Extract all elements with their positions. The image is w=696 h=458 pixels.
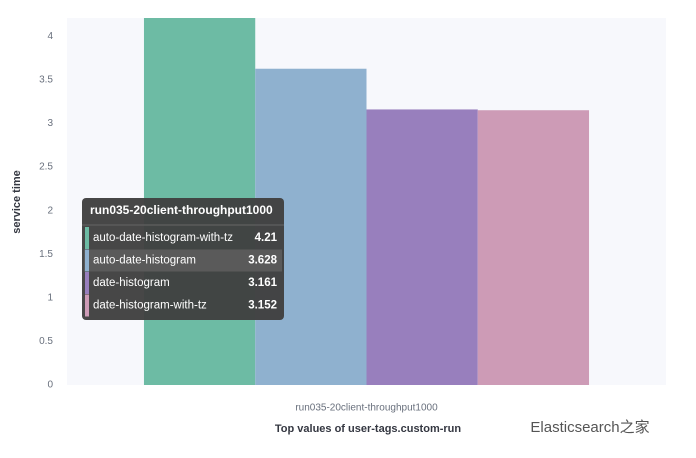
tooltip-swatch — [85, 272, 89, 294]
bar — [477, 110, 590, 385]
y-tick-label: 1 — [47, 292, 53, 303]
tooltip-series-name: auto-date-histogram-with-tz — [93, 232, 233, 244]
y-axis-title: service time — [11, 170, 23, 234]
tooltip-title: run035-20client-throughput1000 — [90, 203, 273, 217]
tooltip-value: 3.152 — [248, 300, 277, 312]
y-tick-label: 0 — [47, 380, 53, 391]
y-tick-label: 2 — [47, 205, 53, 216]
tooltip-series-name: date-histogram — [93, 277, 170, 289]
tooltip-swatch — [85, 227, 89, 249]
bar — [366, 109, 478, 386]
x-tick-label: run035-20client-throughput1000 — [295, 403, 438, 414]
tooltip-value: 3.161 — [248, 277, 277, 289]
tooltip-swatch — [85, 249, 89, 272]
y-tick-label: 4 — [47, 31, 53, 42]
tooltip-swatch — [85, 294, 89, 317]
y-tick-label: 0.5 — [39, 336, 53, 347]
tooltip-series-name: date-histogram-with-tz — [93, 300, 207, 312]
tooltip-value: 3.628 — [248, 255, 277, 267]
y-tick-label: 3 — [47, 118, 53, 129]
tooltip: run035-20client-throughput1000 auto-date-… — [82, 198, 284, 320]
y-tick-label: 2.5 — [39, 162, 53, 173]
x-axis-title: Top values of user-tags.custom-run — [275, 423, 461, 435]
y-tick-label: 3.5 — [39, 75, 53, 86]
tooltip-row-highlight — [84, 249, 282, 272]
tooltip-series-name: auto-date-histogram — [93, 255, 196, 267]
y-tick-label: 1.5 — [39, 249, 53, 260]
watermark: Elasticsearch之家 — [530, 419, 649, 436]
tooltip-value: 4.21 — [255, 232, 278, 244]
